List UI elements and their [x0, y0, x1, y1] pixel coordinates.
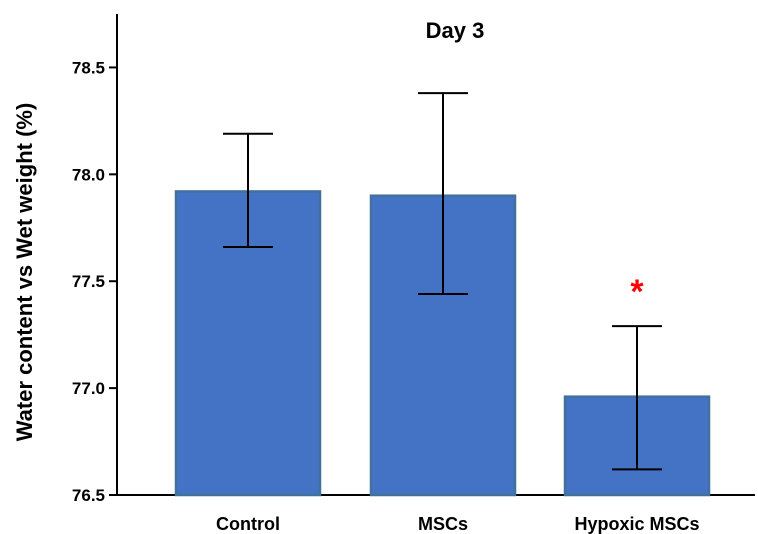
error-bar: [418, 92, 468, 296]
y-ticks: 76.5 77.0 77.5 78.0 78.5: [72, 58, 117, 505]
category-label: MSCs: [418, 514, 468, 534]
y-tick-label: 78.5: [72, 58, 105, 77]
error-bars: [223, 92, 662, 471]
y-tick-label: 77.0: [72, 379, 105, 398]
error-bar: [612, 325, 662, 471]
category-label: Control: [216, 514, 280, 534]
annotations: *: [630, 273, 644, 311]
category-labels: Control MSCs Hypoxic MSCs: [216, 514, 700, 534]
y-axis-label: Water content vs Wet weight (%): [12, 103, 37, 442]
y-tick-label: 78.0: [72, 165, 105, 184]
y-tick-label: 77.5: [72, 272, 105, 291]
chart-title: Day 3: [426, 18, 485, 43]
error-bar: [223, 132, 273, 249]
significance-marker: *: [630, 273, 644, 311]
category-label: Hypoxic MSCs: [574, 514, 699, 534]
y-tick-label: 76.5: [72, 486, 105, 505]
